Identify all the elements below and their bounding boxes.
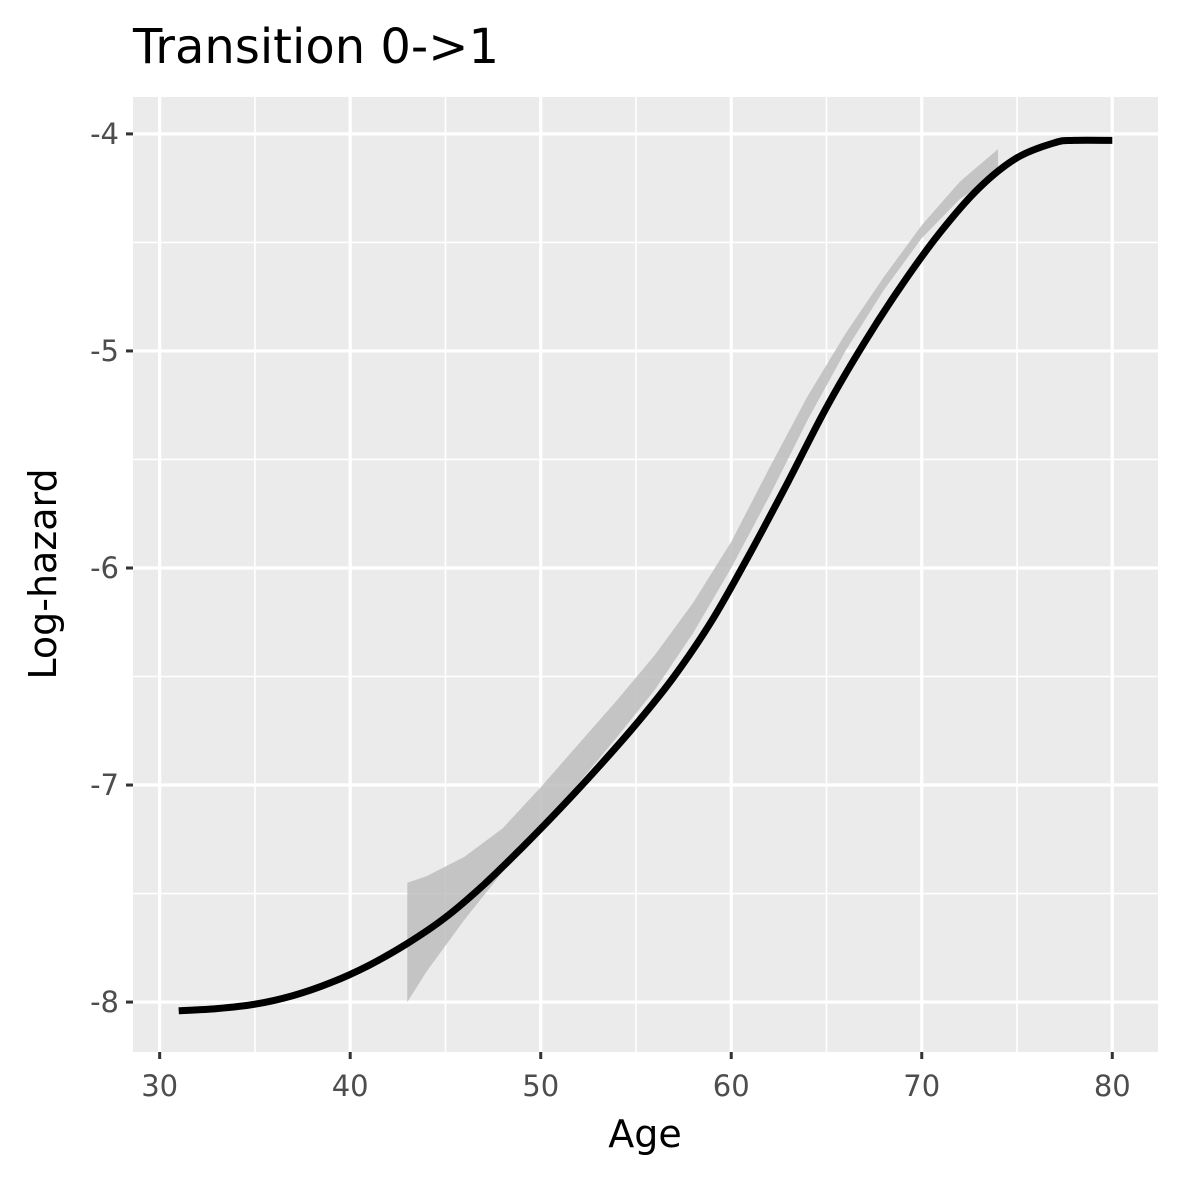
y-tick-label: -8 bbox=[90, 985, 119, 1019]
y-tick-label: -5 bbox=[90, 334, 119, 368]
confidence-ribbon bbox=[407, 149, 998, 1003]
plot-panel bbox=[133, 97, 1158, 1052]
y-axis-title: Log-hazard bbox=[21, 468, 65, 679]
x-tick-label: 30 bbox=[141, 1069, 178, 1103]
hazard-line-layer bbox=[178, 136, 1113, 1015]
x-axis-title: Age bbox=[608, 1112, 682, 1156]
x-tick-label: 80 bbox=[1094, 1069, 1131, 1103]
minor-gridlines bbox=[133, 97, 1158, 1052]
confidence-ribbon-layer bbox=[407, 149, 998, 1003]
y-axis-ticks: -8 -7 -6 -5 -4 bbox=[90, 117, 133, 1019]
x-tick-label: 60 bbox=[713, 1069, 750, 1103]
chart-title: Transition 0->1 bbox=[132, 19, 499, 75]
y-tick-label: -4 bbox=[90, 117, 119, 151]
major-gridlines bbox=[133, 97, 1158, 1052]
x-tick-label: 40 bbox=[332, 1069, 369, 1103]
x-axis-ticks: 30 40 50 60 70 80 bbox=[141, 1052, 1131, 1103]
x-tick-label: 50 bbox=[522, 1069, 559, 1103]
y-tick-label: -7 bbox=[90, 768, 119, 802]
hazard-line bbox=[178, 136, 1113, 1015]
x-tick-label: 70 bbox=[903, 1069, 940, 1103]
y-tick-label: -6 bbox=[90, 551, 119, 585]
